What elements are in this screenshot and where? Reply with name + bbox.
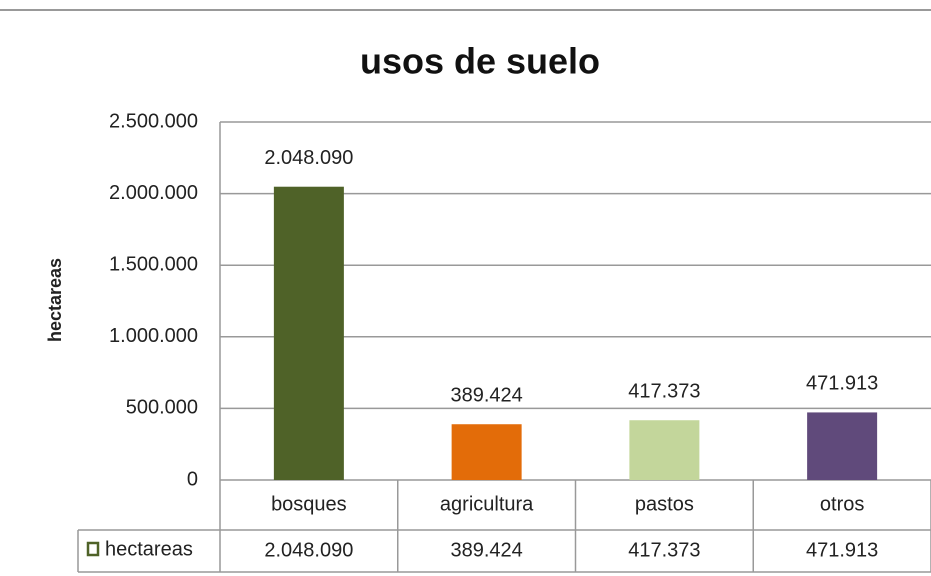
legend-key [86,541,100,557]
y-axis-label: hectareas [45,258,65,342]
chart-title: usos de suelo [360,41,600,82]
table-cell: 389.424 [450,539,522,561]
table-cell: 471.913 [806,539,878,561]
y-tick-label: 2.000.000 [109,182,198,204]
bar [273,186,344,481]
x-tick-label: bosques [271,493,347,515]
bar [807,412,878,480]
data-label: 2.048.090 [264,147,353,169]
y-tick-label: 0 [187,468,198,490]
y-tick-label: 1.500.000 [109,253,198,275]
data-label: 417.373 [628,381,700,403]
bar [451,424,522,480]
x-tick-label: otros [820,493,864,515]
legend-label: hectareas [105,538,193,560]
data-label: 389.424 [450,385,522,407]
bar [629,420,700,480]
x-tick-label: pastos [635,493,694,515]
table-cell: 2.048.090 [264,539,353,561]
y-tick-label: 1.000.000 [109,325,198,347]
x-tick-label: agricultura [440,493,534,515]
y-tick-label: 2.500.000 [109,110,198,132]
table-cell: 417.373 [628,539,700,561]
data-label: 471.913 [806,373,878,395]
y-tick-label: 500.000 [126,397,198,419]
